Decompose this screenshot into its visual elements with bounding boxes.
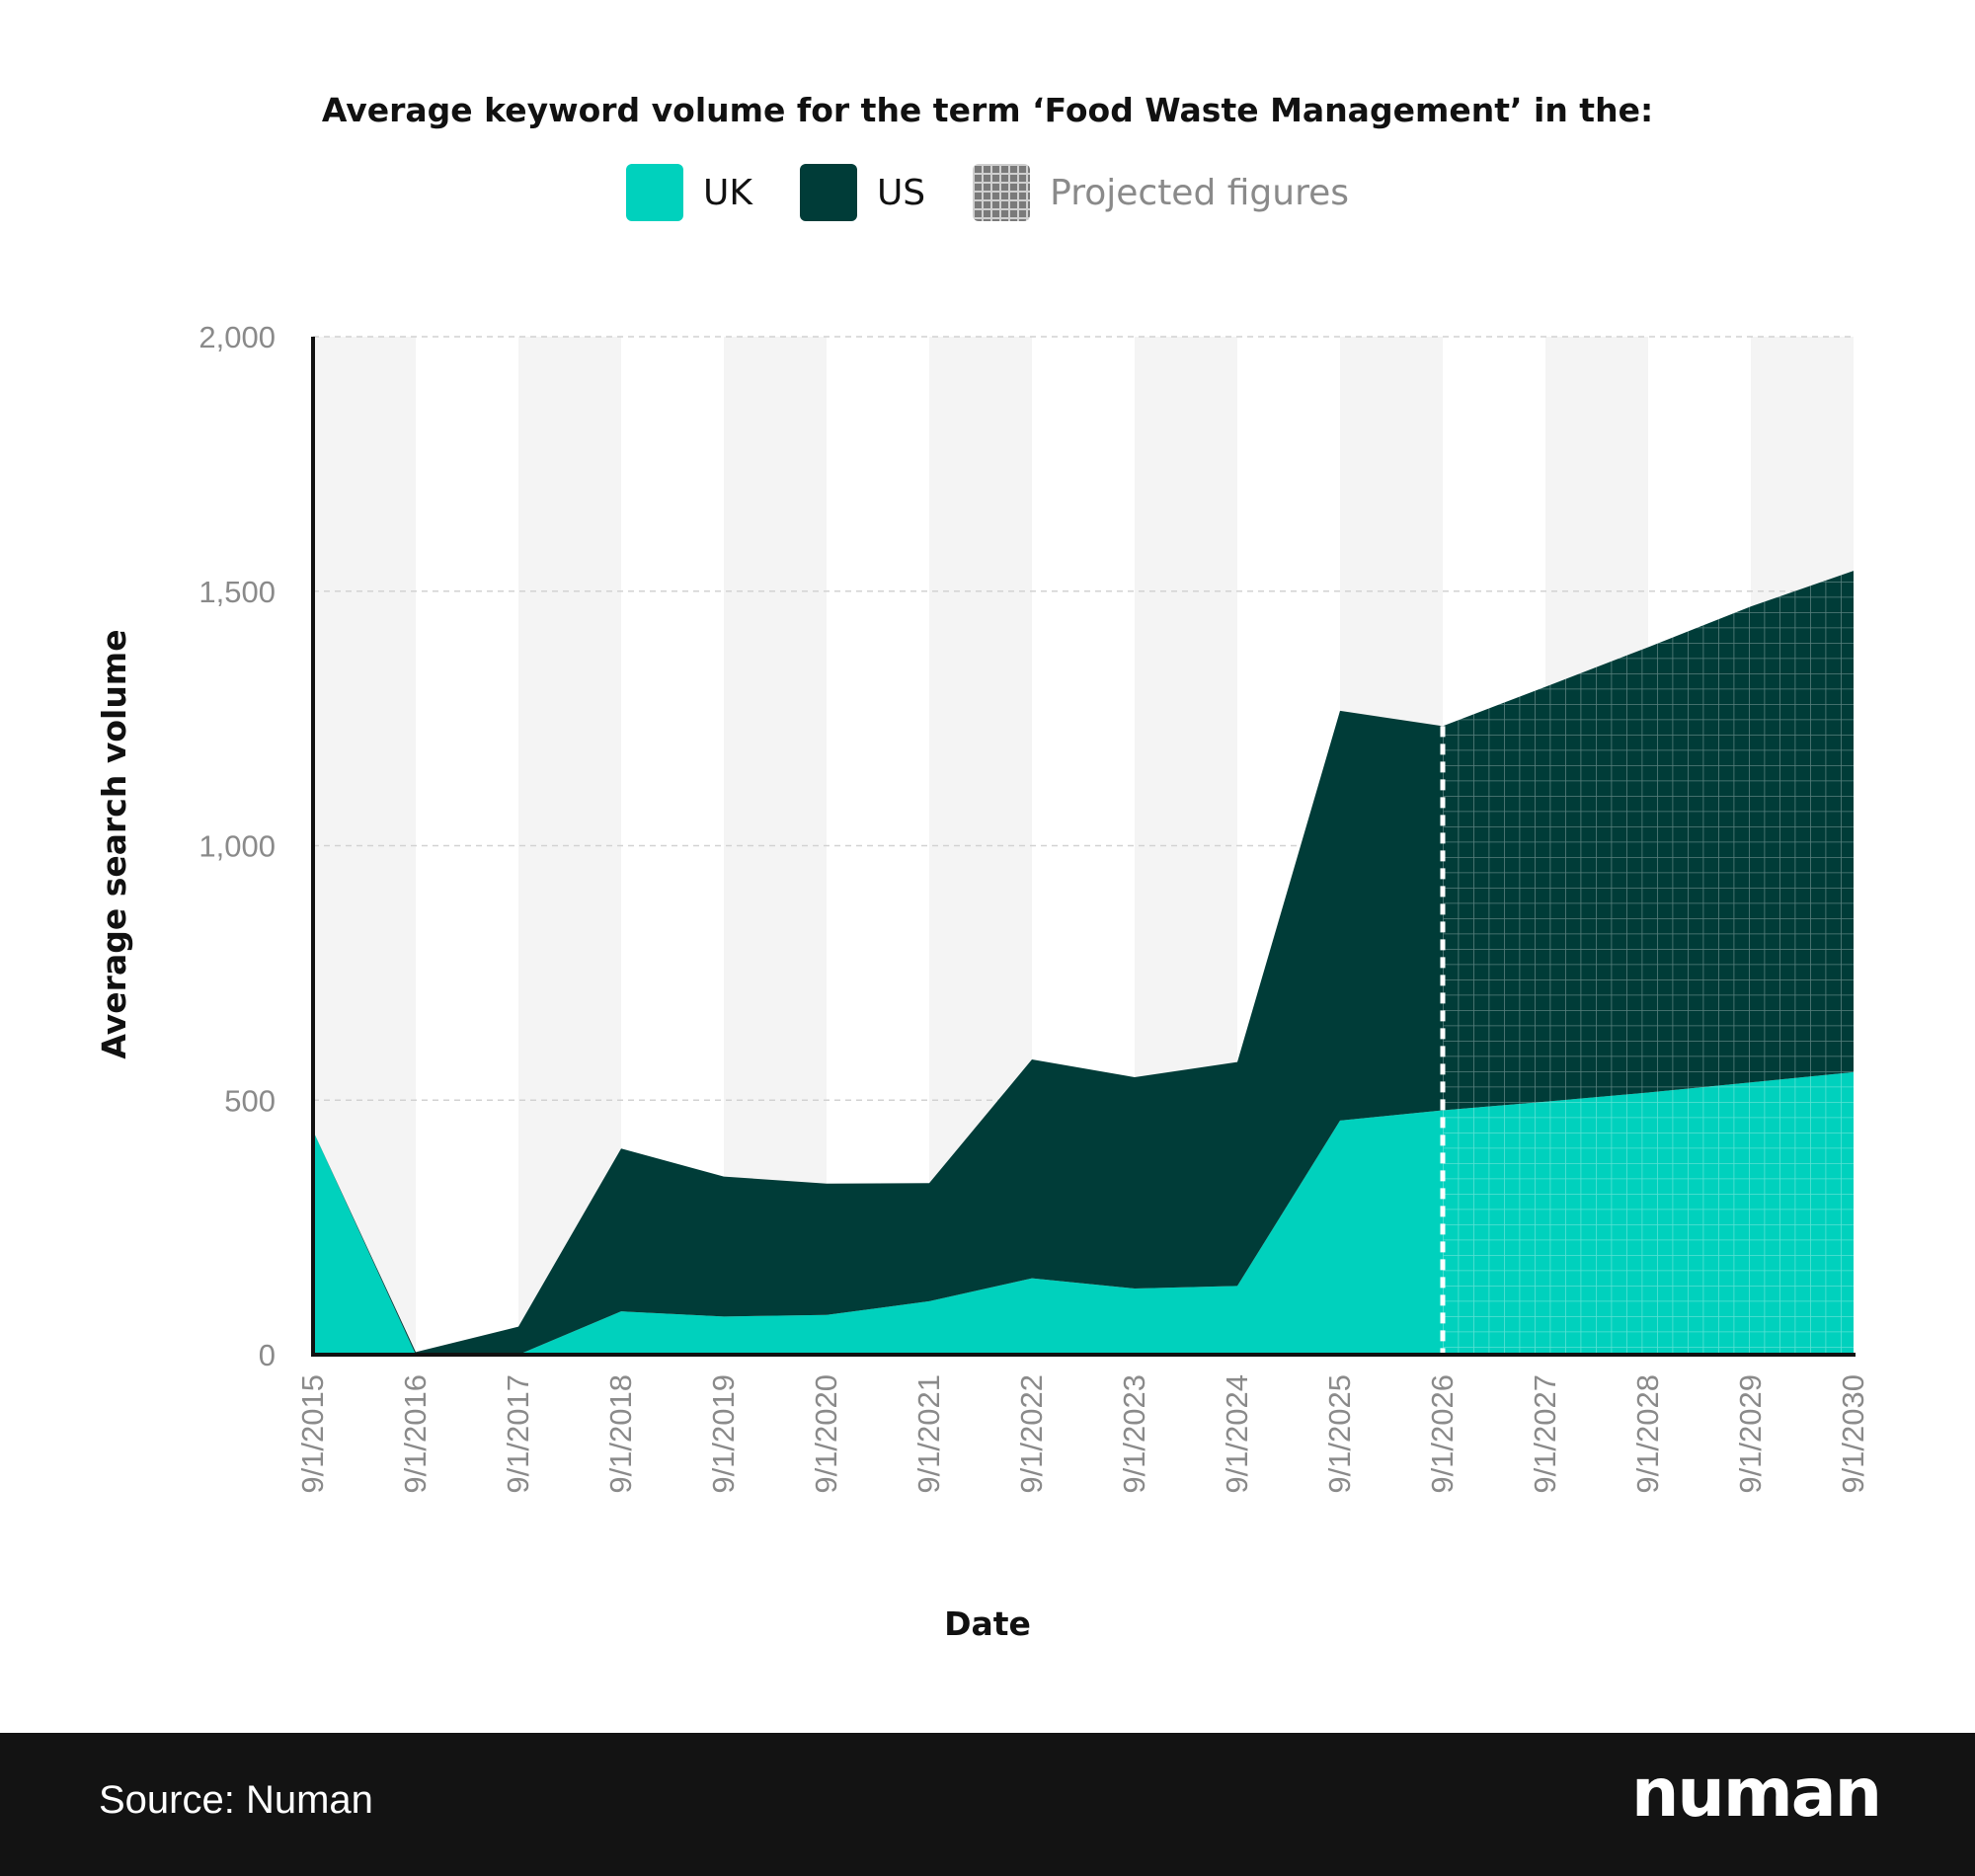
legend-item-projected: Projected figures [973,164,1349,221]
projected-overlay [1443,571,1854,1355]
x-tick-label: 9/1/2027 [1528,1374,1562,1494]
x-tick-label: 9/1/2023 [1117,1374,1151,1494]
x-tick-label: 9/1/2015 [295,1374,330,1494]
x-tick-label: 9/1/2028 [1630,1374,1665,1494]
x-tick-label: 9/1/2029 [1733,1374,1768,1494]
x-tick-label: 9/1/2022 [1014,1374,1049,1494]
y-tick-label: 1,000 [198,829,276,864]
y-tick-label: 1,500 [198,575,276,609]
x-axis-label: Date [944,1604,1031,1643]
y-axis-label: Average search volume [95,629,133,1058]
footer: Source: Numan numan [0,1733,1975,1876]
y-tick-label: 0 [259,1338,276,1372]
source-text: Source: Numan [99,1778,373,1822]
legend: UK US Projected figures [0,164,1975,221]
legend-swatch-projected [973,164,1031,221]
x-tick-label: 9/1/2018 [603,1374,638,1494]
x-tick-label: 9/1/2026 [1425,1374,1460,1494]
brand-logo: numan [1631,1755,1882,1833]
x-tick-label: 9/1/2024 [1220,1374,1254,1494]
x-tick-label: 9/1/2019 [706,1374,741,1494]
x-tick-label: 9/1/2025 [1322,1374,1357,1494]
y-tick-label: 2,000 [198,320,276,354]
x-tick-label: 9/1/2017 [501,1374,535,1494]
legend-label-uk: UK [702,172,752,213]
legend-item-uk: UK [625,164,752,221]
projected-hatch [1443,1071,1854,1355]
legend-label-us: US [876,172,926,213]
x-tick-label: 9/1/2020 [809,1374,843,1494]
legend-item-us: US [799,164,926,221]
legend-label-projected: Projected figures [1050,172,1350,213]
x-tick-label: 9/1/2021 [911,1374,946,1494]
projected-hatch [1443,571,1854,1111]
legend-swatch-us [799,164,857,221]
x-tick-label: 9/1/2030 [1836,1374,1870,1494]
chart-title: Average keyword volume for the term ‘Foo… [321,91,1654,129]
area-chart: 0 500 1,000 1,500 2,000 9/1/2015 9/1/2016 9/1/… [95,320,1870,1643]
y-tick-label: 500 [224,1083,276,1118]
x-tick-label: 9/1/2016 [398,1374,433,1494]
legend-swatch-uk [625,164,683,221]
